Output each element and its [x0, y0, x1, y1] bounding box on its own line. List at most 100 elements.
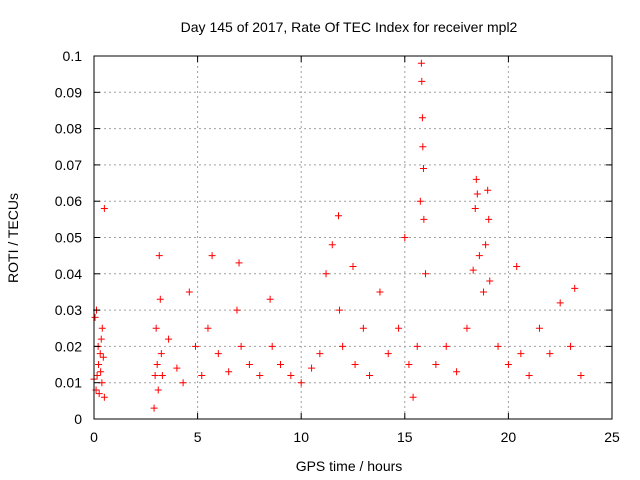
y-tick-label: 0.06 [55, 193, 82, 209]
data-point-0-43 [287, 371, 295, 379]
data-point-0-34 [225, 368, 233, 376]
data-point-0-89 [525, 371, 533, 379]
x-axis-title: GPS time / hours [296, 458, 403, 474]
data-point-0-68 [419, 165, 427, 173]
data-point-0-56 [376, 288, 384, 296]
data-point-0-22 [156, 295, 164, 303]
data-point-0-48 [328, 241, 336, 249]
data-point-0-95 [577, 371, 585, 379]
x-tick-label: 0 [90, 429, 98, 445]
data-point-0-77 [472, 175, 480, 183]
data-point-0-61 [409, 393, 417, 401]
data-point-0-19 [153, 361, 161, 369]
y-tick-label: 0.03 [55, 302, 82, 318]
data-point-0-16 [150, 404, 158, 412]
data-point-0-24 [158, 371, 166, 379]
data-point-0-70 [422, 270, 430, 278]
data-point-0-92 [556, 299, 564, 307]
data-point-0-75 [469, 266, 477, 274]
data-point-0-40 [266, 295, 274, 303]
y-axis-title: ROTI / TECUs [5, 193, 21, 283]
data-point-0-87 [513, 263, 521, 271]
data-point-0-45 [308, 364, 316, 372]
data-point-0-26 [173, 364, 181, 372]
data-point-0-4 [93, 371, 101, 379]
data-point-0-80 [480, 288, 488, 296]
data-point-0-83 [485, 215, 493, 223]
data-point-0-88 [517, 350, 525, 358]
data-point-0-30 [198, 371, 206, 379]
data-point-0-94 [571, 284, 579, 292]
data-point-0-27 [179, 379, 187, 387]
data-point-0-47 [322, 270, 330, 278]
data-point-0-78 [473, 190, 481, 198]
data-point-0-90 [535, 324, 543, 332]
data-point-0-74 [463, 324, 471, 332]
x-tick-label: 10 [293, 429, 309, 445]
y-tick-label: 0.04 [55, 266, 82, 282]
data-point-0-55 [366, 371, 374, 379]
data-point-0-13 [99, 353, 107, 361]
data-point-0-38 [245, 361, 253, 369]
data-point-0-53 [351, 361, 359, 369]
x-tick-label: 20 [501, 429, 517, 445]
data-point-0-85 [494, 342, 502, 350]
data-point-0-46 [316, 350, 324, 358]
data-point-0-52 [349, 263, 357, 271]
data-point-0-8 [96, 350, 104, 358]
data-point-0-73 [453, 368, 461, 376]
data-point-0-39 [256, 371, 264, 379]
x-tick-label: 15 [397, 429, 413, 445]
x-tick-label: 5 [194, 429, 202, 445]
data-point-0-7 [95, 390, 103, 398]
data-point-0-35 [233, 306, 241, 314]
data-point-0-41 [268, 342, 276, 350]
y-tick-label: 0.1 [63, 48, 83, 64]
data-point-0-12 [98, 324, 106, 332]
data-point-0-66 [418, 114, 426, 122]
data-point-0-32 [208, 252, 216, 260]
data-point-0-42 [276, 361, 284, 369]
y-tick-label: 0.07 [55, 157, 82, 173]
data-point-0-65 [418, 77, 426, 85]
data-point-0-36 [235, 259, 243, 267]
data-point-0-59 [401, 234, 409, 241]
data-point-0-63 [416, 197, 424, 205]
y-tick-label: 0 [74, 411, 82, 427]
data-point-0-33 [214, 350, 222, 358]
data-point-0-58 [395, 324, 403, 332]
tick-labels: 0 5 10 15 20 25 0 0.01 0.02 0.03 0.04 0.05 0.06 0.07 0… [55, 48, 620, 445]
data-point-0-71 [432, 361, 440, 369]
data-point-0-67 [419, 143, 427, 151]
data-point-0-69 [420, 215, 428, 223]
data-point-0-51 [339, 342, 347, 350]
data-point-0-20 [154, 386, 162, 394]
data-point-0-62 [413, 342, 421, 350]
data-point-0-76 [471, 204, 479, 212]
data-point-0-18 [152, 324, 160, 332]
data-point-0-1 [91, 313, 99, 321]
y-tick-label: 0.02 [55, 338, 82, 354]
chart-title: Day 145 of 2017, Rate Of TEC Index for r… [181, 19, 518, 35]
data-point-0-29 [192, 342, 200, 350]
data-point-0-10 [97, 335, 105, 343]
data-point-0-86 [504, 361, 512, 369]
data-point-0-44 [297, 379, 305, 387]
data-point-0-49 [334, 212, 342, 220]
scatter-points [90, 59, 585, 412]
data-point-0-6 [95, 361, 103, 369]
data-point-0-81 [482, 241, 490, 249]
data-point-0-50 [336, 306, 344, 314]
y-tick-label: 0.09 [55, 84, 82, 100]
data-point-0-84 [486, 277, 494, 285]
data-point-0-9 [97, 368, 105, 376]
data-point-0-23 [157, 350, 165, 358]
data-point-0-79 [475, 252, 483, 260]
data-point-0-21 [155, 252, 163, 260]
data-point-0-28 [185, 288, 193, 296]
data-point-0-82 [484, 186, 492, 194]
x-tick-label: 25 [604, 429, 620, 445]
grid-lines [94, 56, 612, 419]
data-point-0-37 [237, 342, 245, 350]
